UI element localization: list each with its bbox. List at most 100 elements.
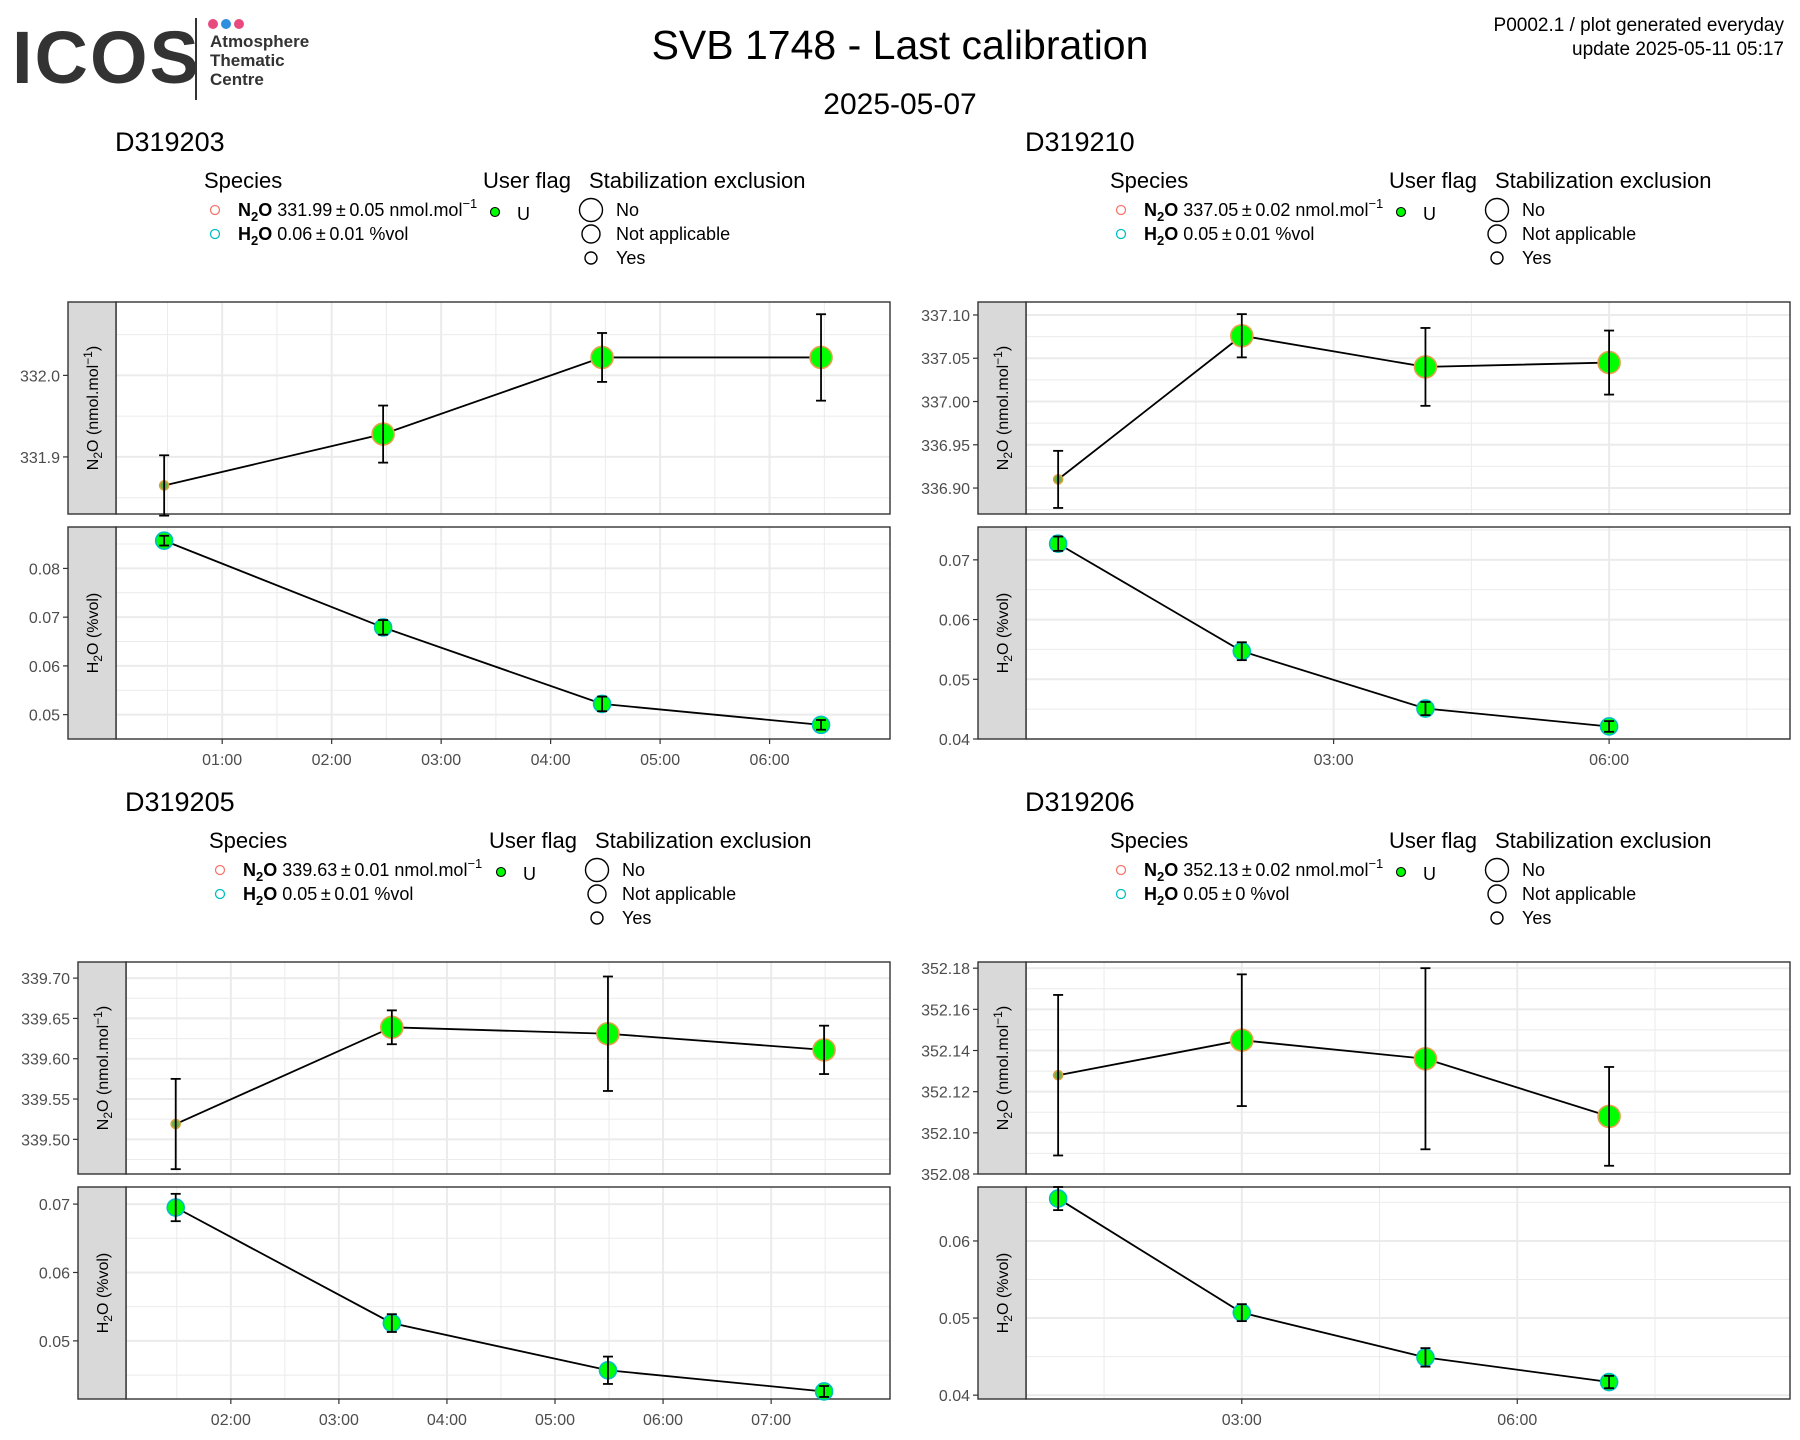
legend-label-h2o: H2O 0.05 ± 0 %vol [1144, 884, 1289, 908]
y-tick-label: 332.0 [20, 368, 60, 385]
legend-key-stab [1490, 251, 1504, 265]
y-tick-label: 339.55 [21, 1092, 70, 1109]
legend-label-stab: No [1522, 200, 1545, 220]
y-tick-label: 339.60 [21, 1052, 70, 1069]
x-tick-label: 03:00 [1314, 752, 1354, 769]
y-tick-label: 337.00 [921, 395, 970, 412]
x-tick-label: 06:00 [750, 752, 790, 769]
logo-line: Atmosphere [210, 32, 310, 51]
panel-bg [126, 962, 890, 1174]
y-tick-label: 0.04 [939, 732, 970, 749]
series-line [1057, 542, 1610, 728]
panel-bg [1026, 962, 1790, 1174]
panel-n2o: N2O (nmol.mol−1) 331.9 332.0 [20, 301, 891, 517]
y-tick-label: 0.07 [939, 553, 970, 570]
legend-title-species: Species [204, 168, 282, 193]
y-tick-label: 352.16 [921, 1002, 970, 1019]
legend-label-h2o: H2O 0.06 ± 0.01 %vol [238, 224, 408, 248]
legend-title-species: Species [209, 828, 287, 853]
panel-bg [116, 302, 890, 514]
legend-label-stab: Yes [1522, 908, 1551, 928]
legend-key-stab [1490, 911, 1504, 925]
chart-title: D319210 [1025, 127, 1135, 157]
chart-D319206: D319206 Species N2O 352.13 ± 0.02 nmol.mol… [921, 787, 1791, 1429]
legend-label-n2o: N2O 339.63 ± 0.01 nmol.mol−1 [243, 856, 482, 884]
series-line [175, 1206, 825, 1393]
legend-key-stab [587, 884, 607, 904]
legend-key-stab [590, 911, 604, 925]
logo-line: Centre [210, 70, 264, 89]
facet-strip [977, 961, 1027, 1175]
panel-h2o: H2O (%vol) 0.05 0.06 0.07 02:00 03:00 04:00 05:… [39, 1186, 891, 1429]
legend-label-flag: U [517, 204, 530, 224]
chart-D319203: D319203 Species N2O 331.99 ± 0.05 nmol.mol… [20, 127, 891, 769]
x-tick-label: 04:00 [531, 752, 571, 769]
logo-wordmark: ICOS [12, 16, 201, 99]
facet-label: N2O (nmol.mol−1) [991, 1006, 1015, 1130]
facet-label: H2O (%vol) [85, 593, 105, 673]
legend-key-h2o [1115, 228, 1127, 240]
legend-title-stab: Stabilization exclusion [1495, 168, 1711, 193]
panel-h2o: H2O (%vol) 0.05 0.06 0.07 0.08 01:00 02:00 03:0… [29, 526, 891, 769]
facet-strip [977, 526, 1027, 740]
y-tick-label: 0.04 [939, 1388, 970, 1405]
icos-logo: ICOS Atmosphere Thematic Centre [12, 14, 332, 104]
legend-key-n2o [209, 204, 221, 216]
facet-strip [77, 961, 127, 1175]
facet-strip [977, 301, 1027, 515]
panel-n2o: N2O (nmol.mol−1) 352.08 352.10 352.12 352.14… [921, 961, 1791, 1184]
x-tick-label: 05:00 [640, 752, 680, 769]
logo-dot [208, 19, 218, 29]
series-line [163, 539, 822, 726]
legend-key-n2o [1115, 204, 1127, 216]
legend-key-stab [581, 224, 601, 244]
x-tick-label: 03:00 [319, 1412, 359, 1429]
logo-dots [208, 16, 247, 29]
legend-key-n2o [1115, 864, 1127, 876]
y-tick-label: 337.10 [921, 308, 970, 325]
y-tick-label: 0.07 [39, 1197, 70, 1214]
legend-title-stab: Stabilization exclusion [589, 168, 805, 193]
legend-title-stab: Stabilization exclusion [1495, 828, 1711, 853]
y-tick-label: 337.05 [921, 351, 970, 368]
y-tick-label: 352.10 [921, 1126, 970, 1143]
y-tick-label: 352.14 [921, 1044, 970, 1061]
legend-key-flag [1395, 206, 1407, 218]
legend-label-h2o: H2O 0.05 ± 0.01 %vol [1144, 224, 1314, 248]
panel-bg [116, 527, 890, 739]
logo-subtitle: Atmosphere Thematic Centre [210, 32, 309, 89]
legend-label-n2o: N2O 337.05 ± 0.02 nmol.mol−1 [1144, 196, 1383, 224]
panel-h2o: H2O (%vol) 0.04 0.05 0.06 03:00 06:00 [939, 1186, 1791, 1429]
chart-D319205: D319205 Species N2O 339.63 ± 0.01 nmol.mol… [21, 787, 891, 1429]
facet-label: N2O (nmol.mol−1) [91, 1006, 115, 1130]
logo-divider [195, 18, 197, 100]
panel-n2o: N2O (nmol.mol−1) 336.90 336.95 337.00 337.05… [921, 301, 1791, 515]
y-tick-label: 0.06 [39, 1265, 70, 1282]
legend-title-user-flag: User flag [489, 828, 577, 853]
x-tick-label: 04:00 [427, 1412, 467, 1429]
legend-label-stab: Not applicable [616, 224, 730, 244]
legend-key-h2o [1115, 888, 1127, 900]
facet-label: N2O (nmol.mol−1) [81, 346, 105, 470]
x-tick-label: 03:00 [1222, 1412, 1262, 1429]
plot-info-line: P0002.1 / plot generated everyday [1493, 15, 1784, 36]
series-line [1057, 334, 1610, 481]
legend-label-stab: Not applicable [1522, 884, 1636, 904]
facet-label: H2O (%vol) [995, 1253, 1015, 1333]
y-tick-label: 336.90 [921, 481, 970, 498]
y-tick-label: 352.12 [921, 1085, 970, 1102]
legend-key-stab [584, 251, 598, 265]
legend-label-stab: No [622, 860, 645, 880]
x-tick-label: 06:00 [1589, 752, 1629, 769]
facet-strip [977, 1186, 1027, 1400]
legend-label-flag: U [523, 864, 536, 884]
panel-bg [126, 1187, 890, 1399]
legend-title-species: Species [1110, 828, 1188, 853]
chart-title: D319203 [115, 127, 225, 157]
x-tick-label: 02:00 [312, 752, 352, 769]
y-tick-label: 0.05 [39, 1334, 70, 1351]
panel-bg [1026, 302, 1790, 514]
y-tick-label: 0.05 [939, 672, 970, 689]
y-tick-label: 352.08 [921, 1167, 970, 1184]
page-title: SVB 1748 - Last calibration [651, 22, 1149, 68]
